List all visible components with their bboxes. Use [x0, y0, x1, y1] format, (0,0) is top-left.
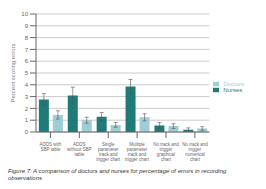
svg-text:10: 10 — [21, 11, 28, 17]
html-text:Doctors: Doctors — [223, 80, 244, 87]
svg-text:ADDS withSBP table: ADDS withSBP table — [40, 142, 62, 152]
svg-text:2: 2 — [25, 106, 29, 112]
svg-text:0: 0 — [25, 129, 29, 135]
svg-text:9: 9 — [25, 23, 29, 29]
svg-text:Singleparametertrack andtrigge: Singleparametertrack andtrigger chart — [96, 142, 121, 162]
svg-text:7: 7 — [25, 47, 29, 53]
svg-text:No track andtriggernumericalch: No track andtriggernumericalchart — [182, 142, 208, 162]
svg-text:Percent scoring errors: Percent scoring errors — [10, 43, 16, 102]
html-text:Figure 7: A comparison of doct: Figure 7: A comparison of doctors and nu… — [8, 168, 227, 181]
svg-text:6: 6 — [25, 58, 29, 64]
svg-text:8: 8 — [25, 35, 29, 41]
svg-text:1: 1 — [25, 117, 29, 123]
svg-text:4: 4 — [25, 82, 29, 88]
svg-text:Multipleparametertrack andtrig: Multipleparametertrack andtrigger chart — [125, 142, 150, 162]
svg-text:ADDSwithout SBPtable: ADDSwithout SBPtable — [67, 142, 92, 157]
html-text:Nurses: Nurses — [223, 87, 243, 93]
svg-text:No track andtriggergraphicalch: No track andtriggergraphicalchart — [153, 142, 179, 162]
svg-text:3: 3 — [25, 94, 29, 100]
svg-text:5: 5 — [25, 70, 29, 76]
